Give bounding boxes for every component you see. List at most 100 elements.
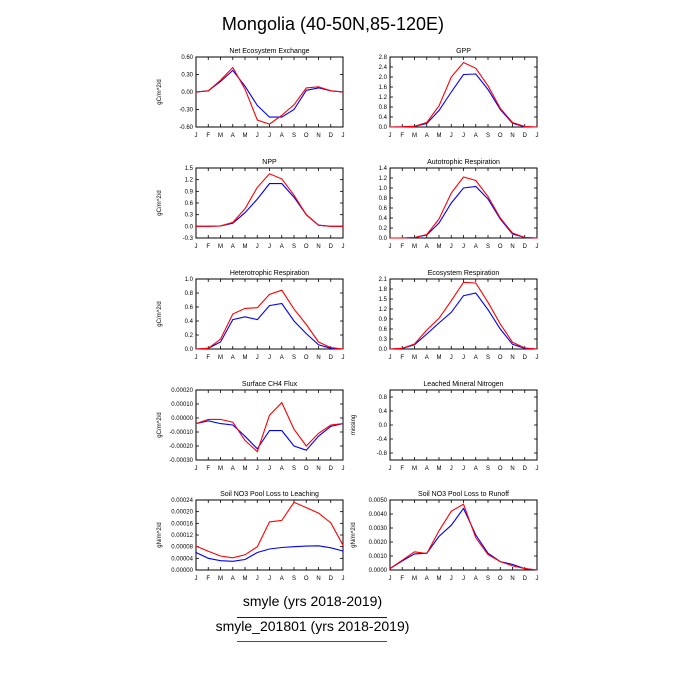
y-tick-label: 0.3 <box>379 337 388 343</box>
y-tick-label: 0.0020 <box>369 540 388 546</box>
y-tick-label: 0.0 <box>185 224 194 230</box>
x-tick-label: A <box>425 576 429 582</box>
x-tick-label: S <box>486 133 490 139</box>
x-tick-label: A <box>474 576 478 582</box>
y-tick-label: 0.00024 <box>171 498 193 504</box>
plot-frame <box>389 278 538 350</box>
x-tick-label: O <box>304 466 309 472</box>
y-tick-label: 0.8 <box>379 105 388 111</box>
series-line-smyle-201801 <box>390 176 538 239</box>
chart-panel-7: Surface CH4 Flux gC/m^2/d 0.00020 0.00010 0.… <box>157 381 345 472</box>
x-tick-label: N <box>316 133 320 139</box>
x-tick-label: J <box>462 355 465 361</box>
x-tick-label: N <box>316 466 320 472</box>
x-tick-label: N <box>510 133 514 139</box>
x-tick-label: J <box>536 576 539 582</box>
y-tick-label: 0.0 <box>379 423 388 429</box>
x-tick-label: J <box>462 576 465 582</box>
series-line-smyle <box>195 545 344 562</box>
x-tick-label: J <box>462 244 465 250</box>
y-tick-label: 0.8 <box>379 196 388 202</box>
x-tick-label: M <box>218 133 223 139</box>
series-line-smyle-201801 <box>195 289 344 350</box>
x-tick-label: O <box>498 133 503 139</box>
x-tick-label: J <box>195 244 198 250</box>
x-tick-label: M <box>243 576 248 582</box>
x-tick-label: A <box>280 244 284 250</box>
x-tick-label: O <box>498 466 503 472</box>
panel-title: Soil NO3 Pool Loss to Leaching <box>220 491 319 498</box>
x-tick-label: J <box>389 576 392 582</box>
x-tick-label: M <box>243 466 248 472</box>
y-tick-label: 1.8 <box>379 287 388 293</box>
x-tick-label: M <box>412 355 417 361</box>
x-tick-label: N <box>316 355 320 361</box>
y-tick-label: 0.0050 <box>369 498 388 504</box>
x-tick-label: J <box>536 355 539 361</box>
y-axis-label: missing <box>351 415 357 435</box>
y-tick-label: 1.2 <box>379 307 388 313</box>
panel-title: Autotrophic Respiration <box>427 159 500 166</box>
x-tick-label: J <box>342 466 345 472</box>
y-tick-label: 1.0 <box>185 277 194 283</box>
y-tick-label: -0.00010 <box>169 430 193 436</box>
y-tick-label: 1.4 <box>379 166 388 172</box>
plot-frame <box>195 167 344 239</box>
x-tick-label: F <box>400 133 404 139</box>
x-tick-label: J <box>450 355 453 361</box>
panel-title: NPP <box>262 159 277 166</box>
y-tick-label: 0.60 <box>181 55 193 61</box>
x-tick-label: J <box>195 576 198 582</box>
y-tick-label: 1.2 <box>379 95 388 101</box>
legend-line-smyle <box>237 617 387 618</box>
x-tick-label: J <box>256 576 259 582</box>
x-tick-label: S <box>486 576 490 582</box>
x-tick-label: A <box>474 244 478 250</box>
y-tick-label: -0.60 <box>179 125 193 131</box>
x-tick-label: J <box>342 133 345 139</box>
x-tick-label: O <box>304 355 309 361</box>
x-tick-label: N <box>316 576 320 582</box>
y-tick-label: 0.00020 <box>171 388 193 394</box>
x-tick-label: S <box>292 466 296 472</box>
x-tick-label: D <box>523 466 528 472</box>
series-line-smyle <box>195 302 344 350</box>
x-tick-label: J <box>256 244 259 250</box>
x-tick-label: N <box>510 244 514 250</box>
y-axis-label: gN/m^2/d <box>351 522 357 548</box>
y-tick-label: 0.4 <box>379 216 388 222</box>
chart-panel-6: Ecosystem Respiration 2.1 1.8 1.5 1.2 0.9 0.6 0… <box>379 270 539 361</box>
x-tick-label: J <box>462 133 465 139</box>
x-tick-label: J <box>450 576 453 582</box>
panel-title: Net Ecosystem Exchange <box>229 48 309 55</box>
x-tick-label: J <box>195 466 198 472</box>
y-axis-label: gC/m^2/d <box>157 190 163 216</box>
y-tick-label: 0.00010 <box>171 402 193 408</box>
x-tick-label: S <box>292 244 296 250</box>
x-tick-label: J <box>389 133 392 139</box>
x-tick-label: M <box>437 133 442 139</box>
x-tick-label: M <box>243 244 248 250</box>
x-tick-label: J <box>389 244 392 250</box>
plot-frame <box>195 278 344 350</box>
x-tick-label: O <box>304 576 309 582</box>
figure-title: Mongolia (40-50N,85-120E) <box>222 14 444 34</box>
y-tick-label: 0.2 <box>379 226 388 232</box>
series-line-smyle <box>196 183 343 227</box>
panel-grid: Net Ecosystem Exchange gC/m^2/d 0.60 0.30 0.… <box>157 48 539 582</box>
x-tick-label: D <box>329 355 334 361</box>
x-tick-label: J <box>256 133 259 139</box>
x-tick-label: O <box>498 576 503 582</box>
x-tick-label: J <box>268 466 271 472</box>
series-line-smyle-201801 <box>196 173 343 227</box>
x-tick-label: M <box>218 244 223 250</box>
x-tick-label: F <box>206 576 210 582</box>
x-tick-label: J <box>536 244 539 250</box>
y-tick-label: -0.30 <box>179 108 193 114</box>
x-tick-label: S <box>486 244 490 250</box>
legend-entry-smyle: smyle (yrs 2018-2019) <box>242 593 383 609</box>
plot-frame <box>389 499 538 571</box>
y-tick-label: 0.00012 <box>171 533 193 539</box>
y-tick-label: 2.1 <box>379 277 388 283</box>
